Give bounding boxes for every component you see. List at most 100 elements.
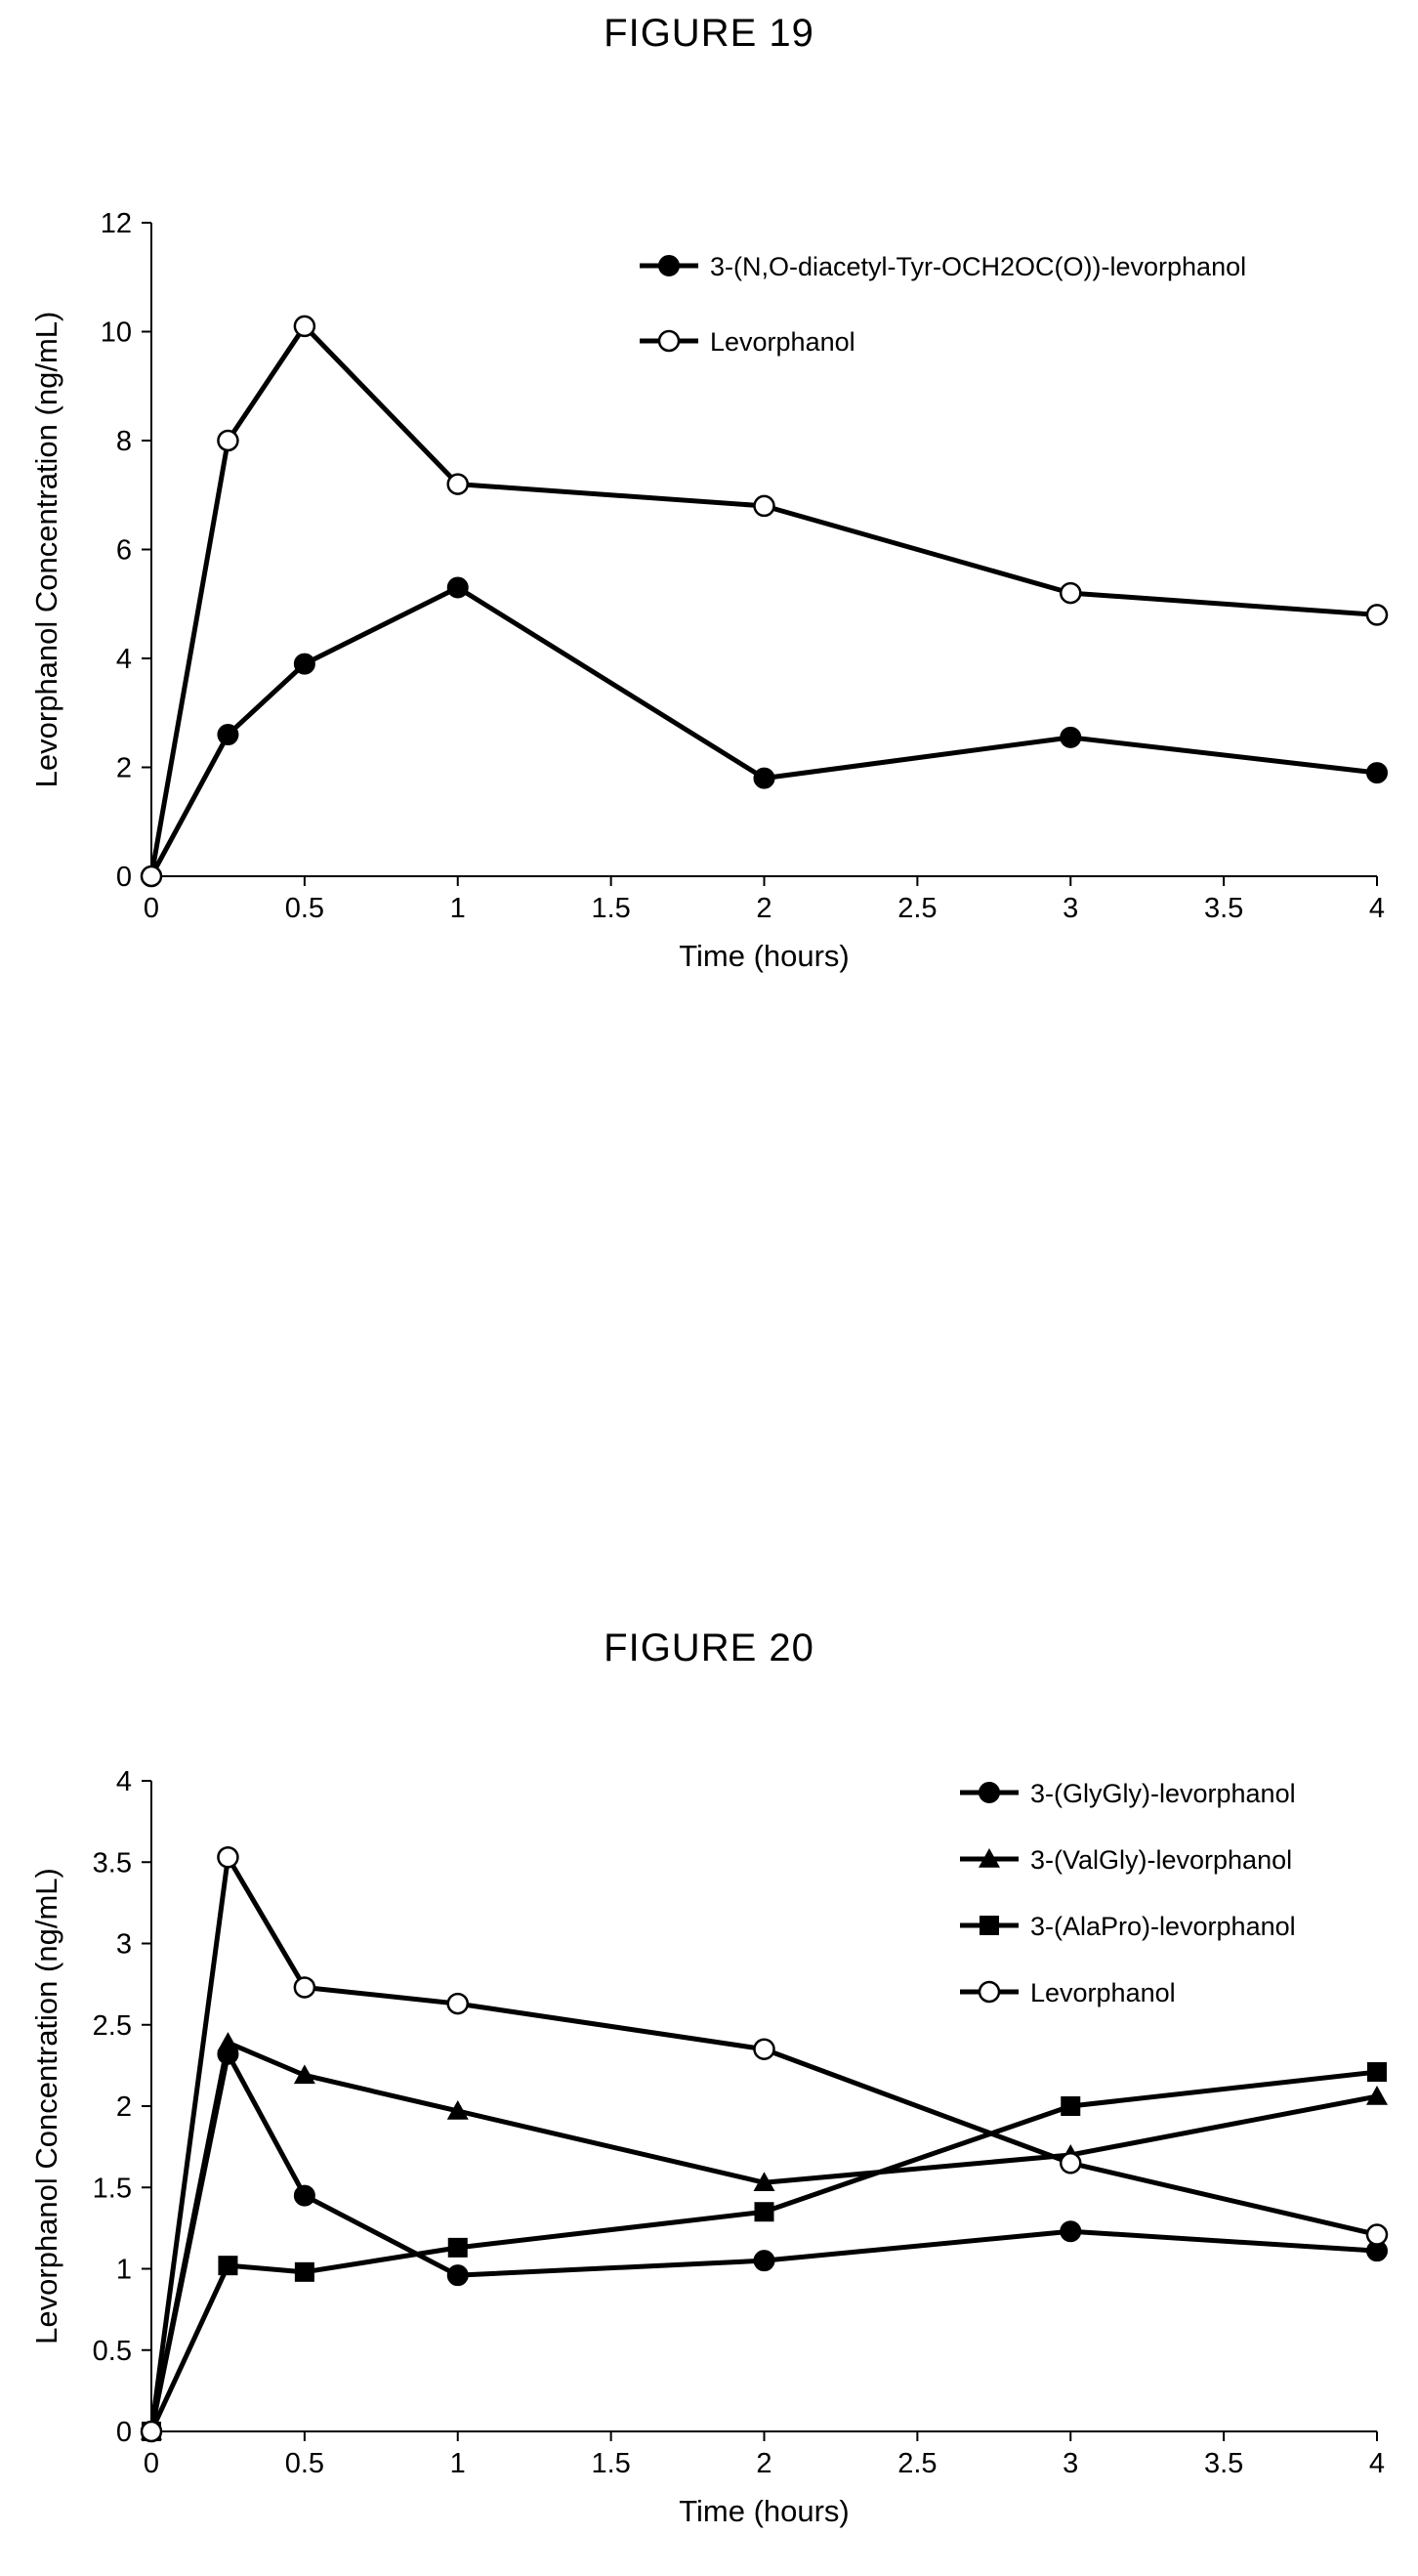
fig20-data-point-3-alapro-levorphanol: [218, 2256, 238, 2276]
fig20-data-point-levorphanol: [293, 1976, 316, 1999]
fig19-data-point-levorphanol: [293, 315, 316, 338]
fig20-y-tick-label: 3.5: [93, 1847, 132, 1879]
fig20-series-line-levorphanol: [148, 1854, 1378, 2432]
fig20-x-tick-label: 3: [1063, 2448, 1078, 2479]
fig19-legend-label: 3-(N,O-diacetyl-Tyr-OCH2OC(O))-levorphan…: [710, 252, 1246, 281]
fig20-data-point-3-valgly-levorphanol: [217, 2032, 239, 2051]
fig19-legend-marker: [657, 329, 681, 353]
fig19-y-axis-title: Levorphanol Concentration (ng/mL): [29, 312, 63, 788]
fig19-data-point-3-n-o-diacetyl-tyr-och2oc-o-levorphanol: [446, 576, 469, 599]
fig20-legend-entry-3-glygly-levorphanol: 3-(GlyGly)-levorphanol: [960, 1779, 1296, 1808]
fig19-x-tick-label: 2.5: [897, 893, 937, 924]
fig20-data-point-3-alapro-levorphanol: [1367, 2062, 1387, 2083]
fig20-legend-label: 3-(AlaPro)-levorphanol: [1030, 1912, 1296, 1941]
fig20-x-tick-label: 0: [144, 2448, 159, 2479]
fig19-y-tick-label: 12: [101, 208, 132, 239]
fig20-data-point-3-alapro-levorphanol: [754, 2202, 774, 2222]
fig20-data-point-levorphanol: [1365, 2223, 1389, 2246]
fig19-x-axis-title: Time (hours): [679, 939, 850, 973]
fig20-legend-marker: [980, 1916, 999, 1935]
fig20-data-point-levorphanol: [140, 2420, 163, 2443]
fig19-data-point-3-n-o-diacetyl-tyr-och2oc-o-levorphanol: [217, 724, 239, 746]
fig19-x-tick-label: 4: [1369, 893, 1385, 924]
fig19-y-tick-label: 0: [116, 862, 132, 893]
fig20-data-point-3-valgly-levorphanol: [1366, 2086, 1388, 2105]
fig20-data-point-3-glygly-levorphanol: [753, 2250, 775, 2272]
fig20-legend-label: Levorphanol: [1030, 1978, 1176, 2007]
fig19-data-point-3-n-o-diacetyl-tyr-och2oc-o-levorphanol: [1060, 726, 1082, 748]
fig20-y-tick-label: 1: [116, 2255, 132, 2286]
fig19-data-point-levorphanol: [753, 494, 775, 518]
fig19-data-point-3-n-o-diacetyl-tyr-och2oc-o-levorphanol: [753, 767, 775, 789]
fig19-y-tick-label: 10: [101, 317, 132, 349]
fig19-legend-label: Levorphanol: [710, 327, 855, 357]
figure-19-title: FIGURE 19: [604, 12, 814, 55]
fig19-data-point-levorphanol: [1060, 581, 1082, 605]
fig20-x-tick-label: 2.5: [897, 2448, 937, 2479]
fig20-legend-entry-3-valgly-levorphanol: 3-(ValGly)-levorphanol: [960, 1845, 1292, 1875]
fig20-y-axis-title: Levorphanol Concentration (ng/mL): [29, 1868, 63, 2344]
fig19-data-point-3-n-o-diacetyl-tyr-och2oc-o-levorphanol: [1366, 762, 1388, 784]
figure-20-title: FIGURE 20: [604, 1626, 814, 1669]
fig19-data-point-levorphanol: [1365, 604, 1389, 626]
fig19-x-tick-label: 1.5: [591, 893, 630, 924]
fig20-data-point-3-glygly-levorphanol: [293, 2184, 315, 2207]
fig20-y-tick-label: 2: [116, 2091, 132, 2123]
fig20-legend-label: 3-(ValGly)-levorphanol: [1030, 1845, 1292, 1875]
fig20-series-levorphanol: [140, 1846, 1389, 2443]
fig19-y-tick-label: 6: [116, 535, 132, 567]
fig20-data-point-3-glygly-levorphanol: [1060, 2220, 1082, 2243]
fig19-data-point-levorphanol: [446, 473, 469, 495]
fig19-x-tick-label: 0.5: [285, 893, 324, 924]
fig20-legend-marker: [978, 1980, 1001, 2004]
fig20-x-axis-title: Time (hours): [679, 2494, 850, 2528]
fig19-x-tick-label: 2: [756, 893, 772, 924]
fig20-y-tick-label: 3: [116, 1929, 132, 1961]
fig19-legend-marker: [658, 255, 680, 276]
fig20-data-point-3-valgly-levorphanol: [446, 2099, 469, 2120]
fig20-y-tick-label: 0: [116, 2417, 132, 2448]
fig19-x-tick-label: 3.5: [1204, 893, 1243, 924]
fig20-legend-entry-3-alapro-levorphanol: 3-(AlaPro)-levorphanol: [960, 1912, 1296, 1941]
fig20-data-point-levorphanol: [217, 1846, 239, 1869]
fig19-x-tick-label: 0: [144, 893, 159, 924]
fig20-data-point-levorphanol: [1060, 2152, 1082, 2175]
fig20-data-point-3-valgly-levorphanol: [293, 2064, 315, 2085]
fig19-y-tick-label: 2: [116, 753, 132, 784]
fig20-x-tick-label: 0.5: [285, 2448, 324, 2479]
fig20-legend-label: 3-(GlyGly)-levorphanol: [1030, 1779, 1296, 1808]
fig19-series-levorphanol: [140, 315, 1389, 888]
figure-19-chart: 0 2 4 6 8 10 12 0 0.5 1 1.5 2 2.5 3 3.5 4 Time (hours) Le…: [29, 208, 1389, 973]
fig20-data-point-3-valgly-levorphanol: [753, 2172, 775, 2192]
fig19-data-point-levorphanol: [140, 865, 163, 888]
fig19-data-point-3-n-o-diacetyl-tyr-och2oc-o-levorphanol: [293, 653, 315, 675]
fig20-data-point-3-alapro-levorphanol: [294, 2261, 314, 2282]
fig20-data-point-levorphanol: [446, 1992, 469, 2015]
fig20-y-tick-label: 2.5: [93, 2010, 132, 2042]
fig20-series-3-glygly-levorphanol: [141, 2043, 1388, 2442]
fig20-x-tick-label: 4: [1369, 2448, 1385, 2479]
fig19-y-tick-label: 4: [116, 644, 132, 675]
fig20-data-point-3-alapro-levorphanol: [1061, 2096, 1081, 2116]
fig20-data-point-3-alapro-levorphanol: [447, 2237, 468, 2258]
fig20-legend-marker: [979, 1782, 1000, 1803]
fig20-x-tick-label: 1.5: [591, 2448, 630, 2479]
fig20-legend-marker: [979, 1848, 1000, 1868]
fig19-x-tick-label: 3: [1063, 893, 1078, 924]
fig20-y-tick-label: 0.5: [93, 2336, 132, 2367]
fig20-series-line-3-glygly-levorphanol: [148, 2051, 1378, 2432]
fig19-legend-entry-3-n-o-diacetyl-tyr-och2oc-o-levorphanol: 3-(N,O-diacetyl-Tyr-OCH2OC(O))-levorphan…: [640, 252, 1246, 281]
fig19-y-tick-label: 8: [116, 426, 132, 457]
fig20-x-tick-label: 3.5: [1204, 2448, 1243, 2479]
fig20-x-tick-label: 1: [450, 2448, 466, 2479]
fig20-legend-entry-levorphanol: Levorphanol: [960, 1978, 1176, 2007]
fig20-y-tick-label: 4: [116, 1766, 132, 1797]
fig19-data-point-levorphanol: [217, 429, 239, 452]
fig20-data-point-levorphanol: [753, 2038, 775, 2060]
fig19-legend-entry-levorphanol: Levorphanol: [640, 327, 855, 357]
fig19-x-tick-label: 1: [450, 893, 466, 924]
fig20-x-tick-label: 2: [756, 2448, 772, 2479]
fig20-y-tick-label: 1.5: [93, 2173, 132, 2204]
fig20-data-point-3-glygly-levorphanol: [446, 2264, 469, 2287]
